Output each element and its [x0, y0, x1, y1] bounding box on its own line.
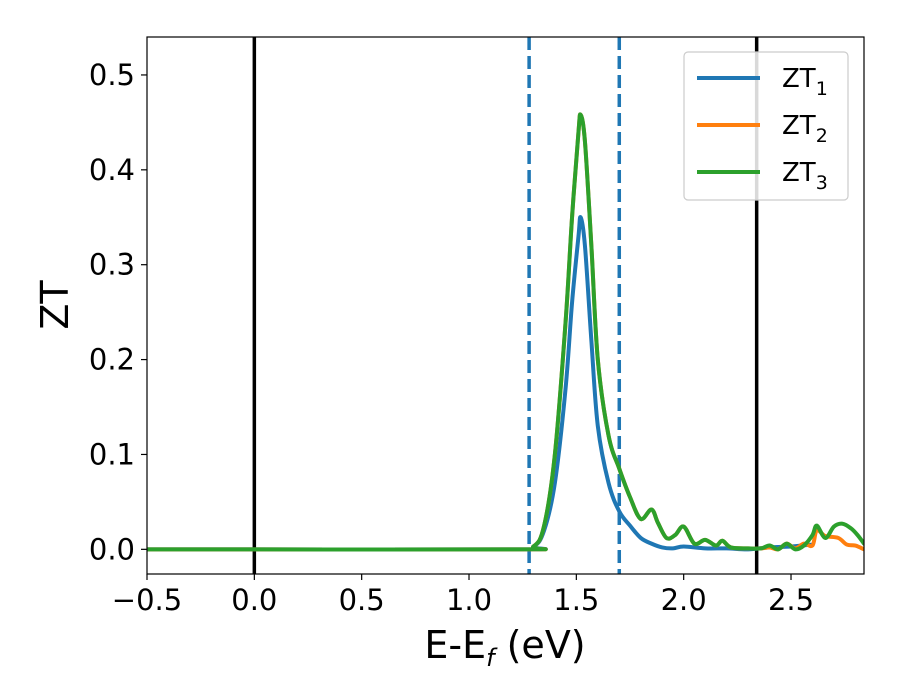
x-axis-title: E-Ef (eV): [424, 623, 585, 672]
y-axis-ticks: 0.0 0.1 0.2 0.3 0.4 0.5: [89, 58, 147, 566]
x-tick-label: 2.0: [661, 583, 707, 617]
x-axis-title-main: E-E: [424, 623, 486, 667]
x-tick-label: 1.0: [446, 583, 492, 617]
y-tick-label: 0.3: [89, 248, 135, 282]
legend: ZT1 ZT2 ZT3: [683, 51, 849, 201]
y-axis-title: ZT: [33, 280, 77, 330]
legend-label: ZT3: [782, 158, 828, 194]
y-tick-label: 0.5: [89, 58, 135, 92]
x-tick-label: 1.5: [553, 583, 599, 617]
legend-label: ZT1: [782, 64, 828, 100]
x-axis-title-unit: (eV): [495, 623, 586, 667]
x-tick-label: 0.0: [231, 583, 277, 617]
x-axis-ticks: −0.5 0.0 0.5 1.0 1.5 2.0 2.5: [112, 574, 814, 617]
plot-frame: [146, 36, 865, 575]
x-tick-label: 0.5: [339, 583, 385, 617]
legend-label: ZT2: [782, 111, 828, 147]
y-tick-label: 0.0: [89, 532, 135, 566]
series-lines: [147, 112, 864, 552]
y-tick-label: 0.1: [89, 437, 135, 471]
x-tick-label: −0.5: [112, 583, 182, 617]
y-tick-label: 0.2: [89, 343, 135, 377]
series-line-zt3: [147, 112, 864, 552]
legend-box: [683, 51, 849, 201]
y-tick-label: 0.4: [89, 153, 135, 187]
x-tick-label: 2.5: [768, 583, 814, 617]
